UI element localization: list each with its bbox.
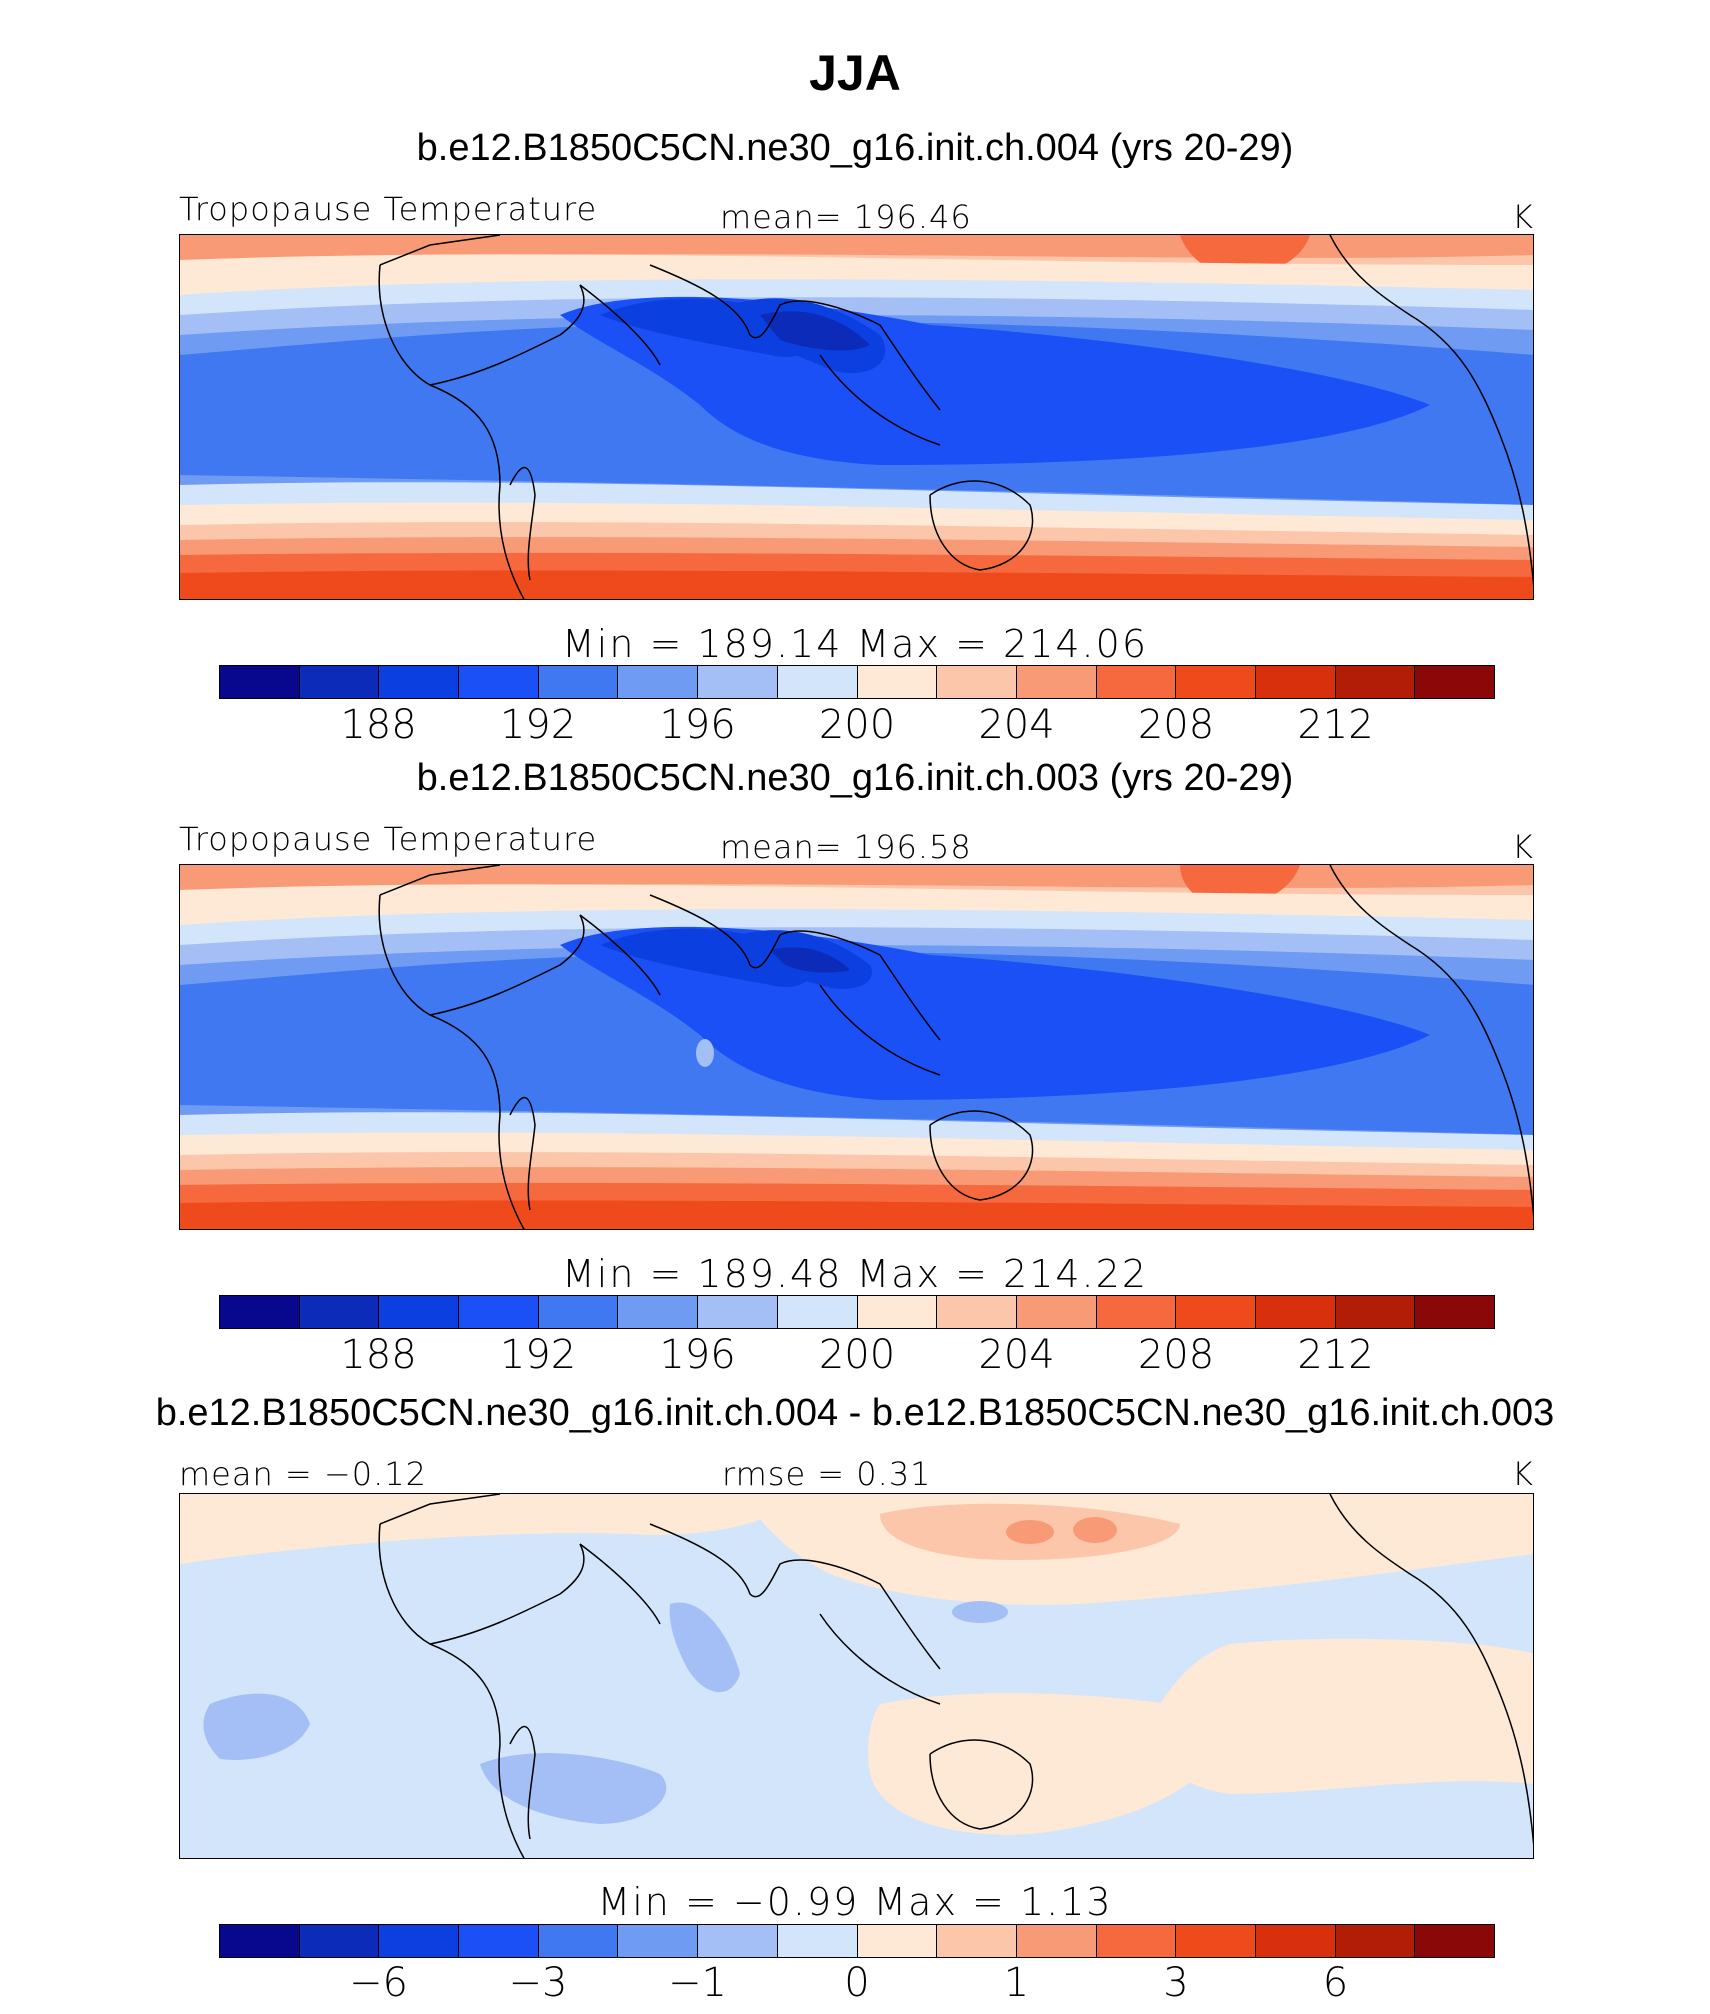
colorbar-swatch xyxy=(220,1925,300,1957)
colorbar-swatch xyxy=(1415,1925,1494,1957)
colorbar-swatch xyxy=(698,1925,778,1957)
colorbar-swatch xyxy=(1176,1925,1256,1957)
panel-1-map xyxy=(179,234,1534,600)
panel-1-contour-field xyxy=(180,235,1533,599)
colorbar-swatch xyxy=(459,666,539,698)
colorbar-swatch xyxy=(1335,1925,1416,1957)
panel-3-colorbar-ticks: −6 −3 −1 0 1 3 6 xyxy=(219,1960,1495,2006)
colorbar-swatch xyxy=(857,666,938,698)
panel-3-colorbar xyxy=(219,1924,1495,1958)
panel-3-rmse-label: rmse = 0.31 xyxy=(722,1455,932,1493)
colorbar-swatch xyxy=(1255,1925,1336,1957)
colorbar-tick-label: 1 xyxy=(1003,1960,1030,2006)
colorbar-swatch xyxy=(777,666,858,698)
colorbar-tick-label: 212 xyxy=(1297,702,1374,748)
panel-3-mean-label: mean = −0.12 xyxy=(179,1455,427,1493)
colorbar-swatch xyxy=(937,666,1017,698)
colorbar-tick-label: 200 xyxy=(818,702,896,748)
colorbar-tick-label: 204 xyxy=(978,702,1055,748)
colorbar-swatch xyxy=(1415,666,1494,698)
panel-3-contour-field xyxy=(180,1494,1533,1858)
colorbar-swatch xyxy=(618,666,699,698)
colorbar-swatch xyxy=(1016,666,1097,698)
colorbar-swatch xyxy=(379,1925,460,1957)
panel-3-units-label: K xyxy=(1512,1455,1534,1493)
colorbar-swatch xyxy=(538,1296,619,1328)
panel-2-contour-field xyxy=(180,865,1533,1229)
colorbar-swatch xyxy=(379,666,460,698)
panel-2-variable-label: Tropopause Temperature xyxy=(179,820,598,858)
colorbar-swatch xyxy=(220,1296,300,1328)
colorbar-swatch xyxy=(937,1925,1017,1957)
colorbar-swatch xyxy=(777,1296,858,1328)
colorbar-swatch xyxy=(379,1296,460,1328)
colorbar-swatch xyxy=(1176,666,1256,698)
colorbar-tick-label: 196 xyxy=(659,1332,736,1378)
panel-1-colorbar-ticks: 188 192 196 200 204 208 212 xyxy=(219,702,1495,748)
panel-1-units-label: K xyxy=(1512,198,1534,236)
colorbar-tick-label: 212 xyxy=(1297,1332,1374,1378)
panel-1-colorbar xyxy=(219,665,1495,699)
figure-title: JJA xyxy=(809,45,901,101)
panel-2-map xyxy=(179,864,1534,1230)
panel-3-case-title: b.e12.B1850C5CN.ne30_g16.init.ch.004 - b… xyxy=(155,1392,1555,1434)
colorbar-swatch xyxy=(538,1925,619,1957)
colorbar-tick-label: 0 xyxy=(844,1960,870,2006)
colorbar-swatch xyxy=(618,1925,699,1957)
colorbar-swatch xyxy=(538,666,619,698)
colorbar-tick-label: 192 xyxy=(499,702,577,748)
colorbar-swatch xyxy=(618,1296,699,1328)
colorbar-tick-label: 192 xyxy=(499,1332,577,1378)
colorbar-tick-label: −1 xyxy=(668,1960,727,2006)
panel-1-variable-label: Tropopause Temperature xyxy=(179,190,598,228)
colorbar-tick-label: −6 xyxy=(349,1960,408,2006)
colorbar-swatch xyxy=(777,1925,858,1957)
colorbar-tick-label: 208 xyxy=(1137,702,1215,748)
panel-2-colorbar xyxy=(219,1295,1495,1329)
colorbar-swatch xyxy=(1335,666,1416,698)
colorbar-swatch xyxy=(1255,666,1336,698)
panel-3-map xyxy=(179,1493,1534,1859)
panel-2-colorbar-ticks: 188 192 196 200 204 208 212 xyxy=(219,1332,1495,1378)
colorbar-tick-label: 196 xyxy=(659,702,736,748)
colorbar-swatch xyxy=(459,1296,539,1328)
panel-2-units-label: K xyxy=(1512,828,1534,866)
colorbar-swatch xyxy=(1096,666,1177,698)
colorbar-swatch xyxy=(299,1296,380,1328)
colorbar-tick-label: −3 xyxy=(508,1960,568,2006)
colorbar-swatch xyxy=(1255,1296,1336,1328)
panel-1-mean-label: mean= 196.46 xyxy=(720,198,972,236)
colorbar-swatch xyxy=(1016,1925,1097,1957)
colorbar-swatch xyxy=(299,1925,380,1957)
colorbar-swatch xyxy=(299,666,380,698)
colorbar-swatch xyxy=(937,1296,1017,1328)
colorbar-tick-label: 188 xyxy=(340,1332,417,1378)
colorbar-tick-label: 200 xyxy=(818,1332,896,1378)
panel-1-minmax: Min = 189.14 Max = 214.06 xyxy=(562,622,1148,666)
panel-2-minmax: Min = 189.48 Max = 214.22 xyxy=(562,1252,1148,1296)
colorbar-swatch xyxy=(1096,1296,1177,1328)
colorbar-swatch xyxy=(1176,1296,1256,1328)
colorbar-swatch xyxy=(857,1925,938,1957)
panel-3-minmax: Min = −0.99 Max = 1.13 xyxy=(597,1880,1113,1924)
colorbar-tick-label: 3 xyxy=(1163,1960,1189,2006)
colorbar-tick-label: 6 xyxy=(1322,1960,1349,2006)
panel-2-case-title: b.e12.B1850C5CN.ne30_g16.init.ch.003 (yr… xyxy=(416,757,1294,799)
colorbar-tick-label: 208 xyxy=(1137,1332,1215,1378)
colorbar-swatch xyxy=(1335,1296,1416,1328)
panel-1-case-title: b.e12.B1850C5CN.ne30_g16.init.ch.004 (yr… xyxy=(416,127,1294,169)
colorbar-tick-label: 204 xyxy=(978,1332,1055,1378)
colorbar-swatch xyxy=(698,1296,778,1328)
colorbar-swatch xyxy=(857,1296,938,1328)
colorbar-swatch xyxy=(1016,1296,1097,1328)
colorbar-swatch xyxy=(459,1925,539,1957)
colorbar-swatch xyxy=(220,666,300,698)
colorbar-swatch xyxy=(1415,1296,1494,1328)
colorbar-swatch xyxy=(698,666,778,698)
colorbar-swatch xyxy=(1096,1925,1177,1957)
panel-2-mean-label: mean= 196.58 xyxy=(720,828,972,866)
colorbar-tick-label: 188 xyxy=(340,702,417,748)
